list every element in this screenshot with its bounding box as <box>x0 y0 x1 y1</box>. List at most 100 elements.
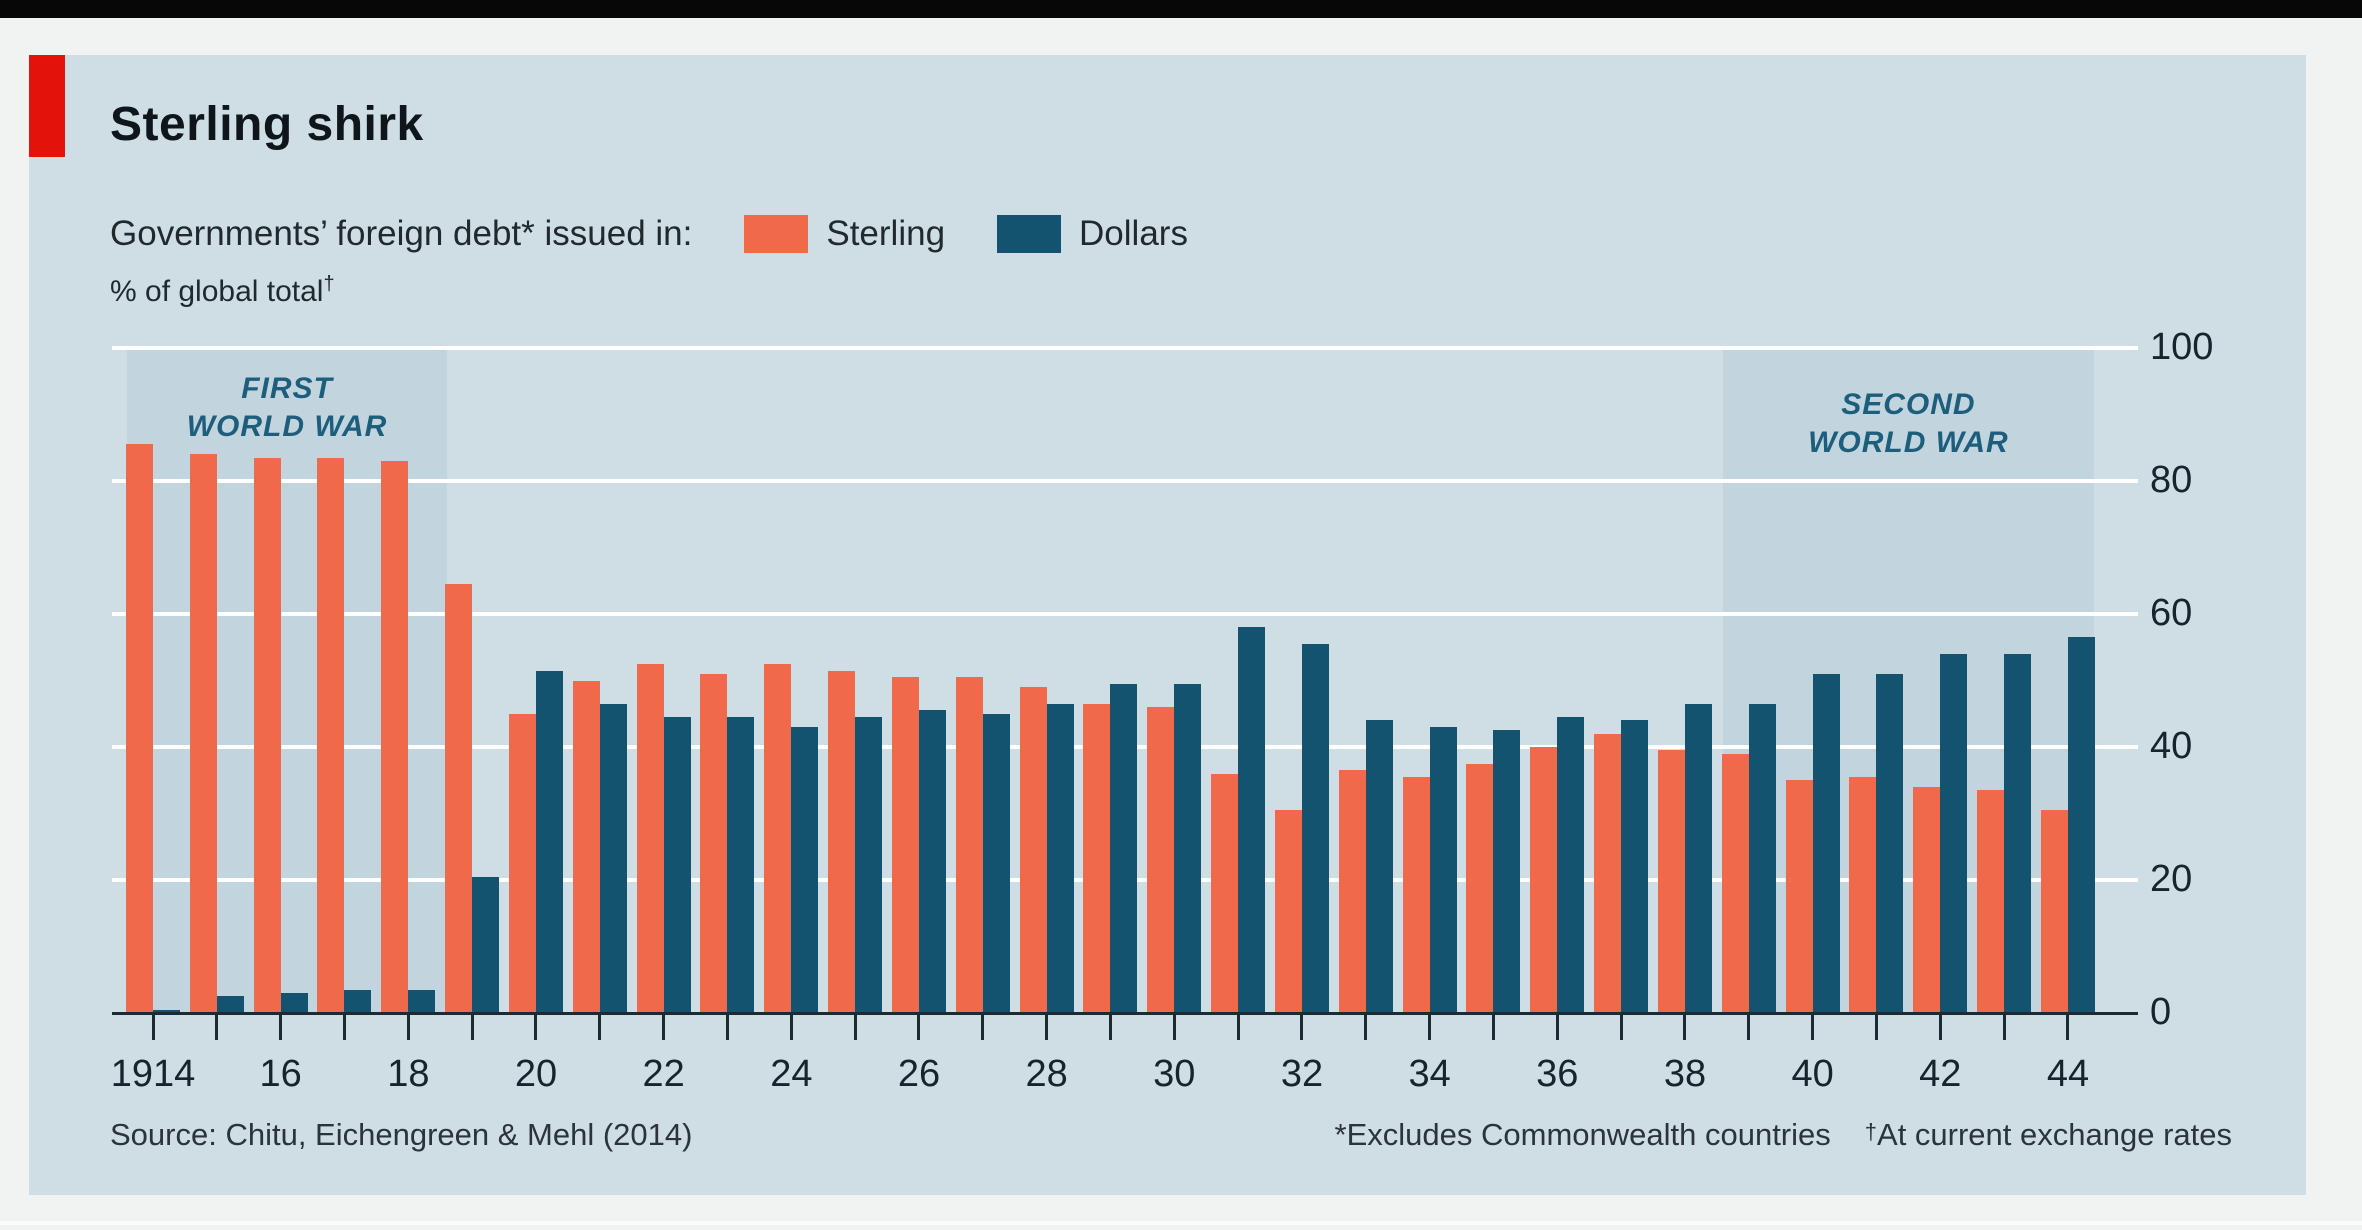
x-axis-label-1932: 32 <box>1280 1053 1324 1095</box>
bar-sterling-1935 <box>1466 763 1494 1013</box>
x-axis-tick-1915 <box>215 1014 219 1040</box>
x-axis-tick-1921 <box>598 1014 602 1040</box>
y-axis-label-100: 100 <box>2150 326 2214 368</box>
x-axis-label-1936: 36 <box>1536 1053 1579 1095</box>
x-axis-tick-1917 <box>342 1014 346 1040</box>
bar-dollars-1936 <box>1557 717 1585 1013</box>
footnote-asterisk: *Excludes Commonwealth countries <box>1334 1117 1831 1152</box>
bar-sterling-1920 <box>508 713 536 1013</box>
x-axis-tick-1920 <box>534 1014 538 1040</box>
war-band-label-2: SECOND WORLD WAR <box>1808 388 2009 459</box>
x-axis-label-1916: 16 <box>259 1053 302 1095</box>
bar-sterling-1918 <box>381 461 409 1013</box>
bar-dollars-1937 <box>1621 720 1649 1013</box>
war-band-label-1: FIRST WORLD WAR <box>186 372 388 443</box>
chart-panel: Sterling shirk Governments’ foreign debt… <box>29 55 2306 1195</box>
x-axis-tick-1939 <box>1747 1014 1751 1040</box>
x-axis-line <box>112 1012 2138 1015</box>
x-axis-label-1926: 26 <box>897 1053 941 1095</box>
bar-dollars-1944 <box>2067 637 2095 1013</box>
x-axis-tick-1928 <box>1045 1014 1049 1040</box>
x-axis-tick-1916 <box>279 1014 283 1040</box>
bar-dollars-1925 <box>855 717 883 1013</box>
bar-sterling-1919 <box>445 584 473 1013</box>
bar-dollars-1930 <box>1174 683 1202 1013</box>
bar-sterling-1944 <box>2040 810 2068 1013</box>
bar-sterling-1939 <box>1721 753 1749 1013</box>
x-axis-tick-1944 <box>2066 1014 2070 1040</box>
unit-label-text: % of global total <box>110 275 324 308</box>
bar-dollars-1934 <box>1429 727 1457 1013</box>
x-axis-tick-1919 <box>470 1014 474 1040</box>
x-axis-tick-1936 <box>1555 1014 1559 1040</box>
y-axis-label-40: 40 <box>2150 725 2193 767</box>
bar-dollars-1923 <box>727 717 755 1013</box>
bar-dollars-1943 <box>2004 653 2032 1013</box>
top-black-rule <box>0 0 2362 18</box>
bar-sterling-1914 <box>126 444 153 1013</box>
bar-dollars-1940 <box>1812 673 1840 1013</box>
x-axis-tick-1938 <box>1683 1014 1687 1040</box>
bar-dollars-1929 <box>1110 683 1138 1013</box>
x-axis-tick-1940 <box>1811 1014 1815 1040</box>
bar-dollars-1932 <box>1301 643 1329 1013</box>
x-axis-label-1930: 30 <box>1153 1053 1196 1095</box>
unit-dagger: † <box>323 273 335 295</box>
gridline-60 <box>112 612 2138 616</box>
x-axis-label-1944: 44 <box>2046 1053 2090 1095</box>
x-axis-label-1940: 40 <box>1791 1053 1834 1095</box>
bar-dollars-1941 <box>1876 673 1904 1013</box>
bar-sterling-1929 <box>1083 703 1111 1013</box>
x-axis-tick-1943 <box>2002 1014 2006 1040</box>
bar-dollars-1919 <box>472 876 500 1013</box>
bar-sterling-1928 <box>1019 687 1047 1013</box>
bar-sterling-1943 <box>1977 790 2005 1013</box>
x-axis-tick-1922 <box>662 1014 666 1040</box>
bar-sterling-1942 <box>1913 786 1941 1013</box>
bar-dollars-1939 <box>1748 703 1776 1013</box>
y-axis-label-80: 80 <box>2150 459 2193 501</box>
x-axis-tick-1933 <box>1364 1014 1368 1040</box>
bar-sterling-1937 <box>1594 733 1622 1013</box>
x-axis-tick-1934 <box>1428 1014 1432 1040</box>
bar-dollars-1916 <box>280 993 308 1013</box>
legend-swatch-sterling <box>744 215 809 253</box>
bar-dollars-1924 <box>791 727 819 1013</box>
x-axis-label-1924: 24 <box>770 1053 813 1095</box>
bar-sterling-1926 <box>891 677 919 1013</box>
legend-item-sterling: Sterling <box>692 214 945 254</box>
bar-dollars-1938 <box>1684 703 1712 1013</box>
legend-swatch-dollars <box>997 215 1062 253</box>
bar-sterling-1941 <box>1849 776 1877 1013</box>
legend-label-dollars: Dollars <box>1079 214 1188 253</box>
x-axis-tick-1942 <box>1938 1014 1942 1040</box>
bar-dollars-1914 <box>153 1009 180 1013</box>
y-axis-label-60: 60 <box>2150 592 2193 634</box>
chart-subtitle: Governments’ foreign debt* issued in: <box>110 214 693 253</box>
bar-sterling-1940 <box>1785 780 1813 1013</box>
bar-dollars-1917 <box>344 989 372 1013</box>
x-axis-tick-1929 <box>1108 1014 1112 1040</box>
bar-sterling-1922 <box>636 663 664 1013</box>
x-axis-label-1920: 20 <box>514 1053 558 1095</box>
x-axis-tick-1926 <box>917 1014 921 1040</box>
x-axis-tick-1923 <box>725 1014 729 1040</box>
x-axis-label-1918: 18 <box>387 1053 430 1095</box>
bottom-light-rule <box>0 1221 2362 1225</box>
subtitle-row: Governments’ foreign debt* issued in: St… <box>110 205 1188 263</box>
gridline-100 <box>112 346 2138 350</box>
x-axis-tick-1930 <box>1172 1014 1176 1040</box>
y-axis-label-20: 20 <box>2150 858 2193 900</box>
bar-sterling-1915 <box>189 454 217 1013</box>
bar-sterling-1921 <box>572 680 600 1013</box>
bar-dollars-1915 <box>216 996 244 1013</box>
x-axis-label-1914: 1914 <box>110 1053 196 1095</box>
bar-sterling-1927 <box>955 677 983 1013</box>
bar-dollars-1931 <box>1238 627 1266 1013</box>
x-axis-tick-1914 <box>151 1014 155 1040</box>
x-axis-label-1922: 22 <box>642 1053 685 1095</box>
bar-sterling-1925 <box>828 670 856 1013</box>
footnote-dagger-symbol: † <box>1864 1119 1878 1144</box>
x-axis-tick-1935 <box>1491 1014 1495 1040</box>
